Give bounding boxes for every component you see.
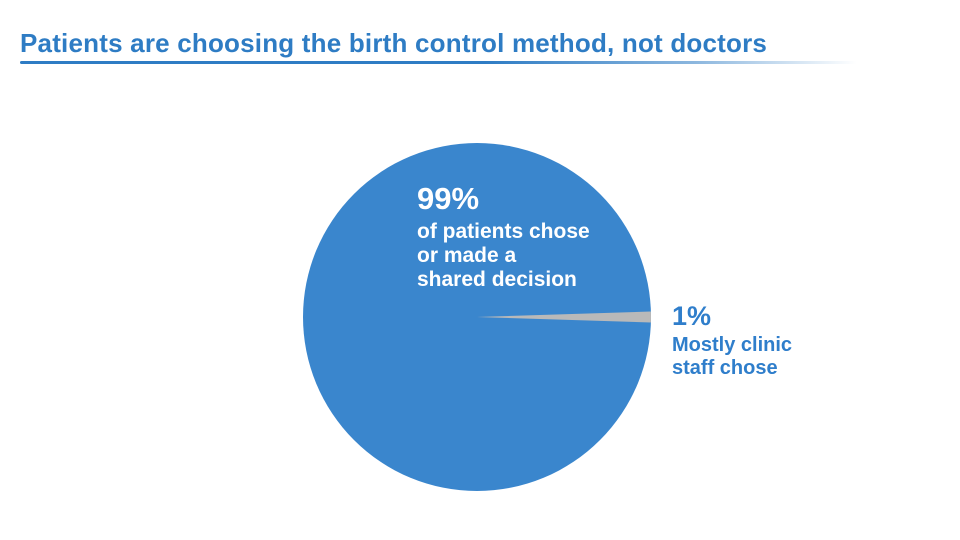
minority-desc-line: staff chose [672,357,778,379]
majority-percent-label: 99% [417,181,480,216]
minority-label-group: 1% Mostly clinic staff chose [672,302,792,380]
minority-percent-label: 1% [672,301,712,331]
pie-chart [303,143,651,491]
pie-slice-minority [477,311,651,323]
title-underline [20,61,865,64]
majority-desc-line: of patients chose [417,220,590,243]
minority-desc-line: Mostly clinic [672,334,793,356]
majority-label-group: 99% of patients chose or made a shared d… [417,183,590,292]
majority-desc-line: shared decision [417,268,577,291]
majority-desc-line: or made a [417,244,517,267]
page-title: Patients are choosing the birth control … [20,28,768,58]
